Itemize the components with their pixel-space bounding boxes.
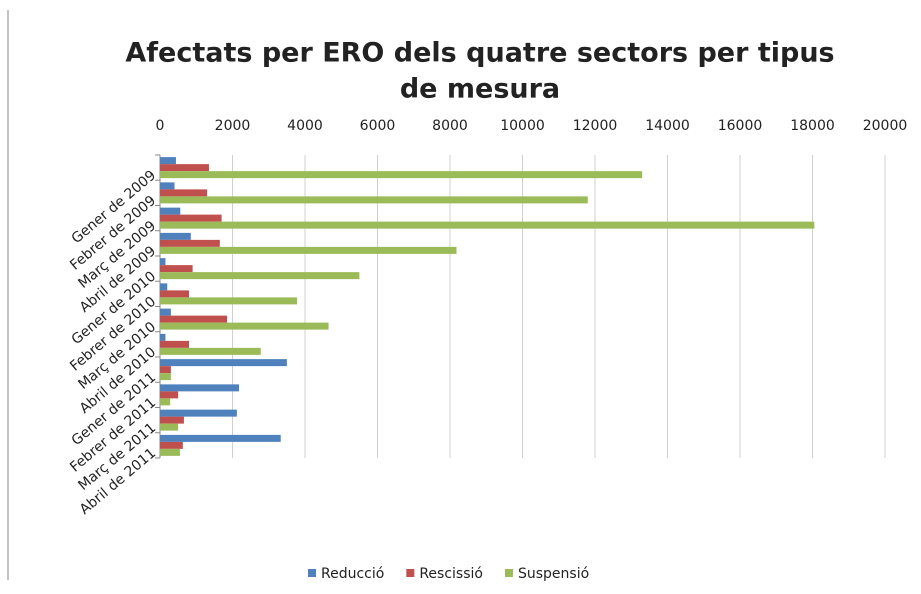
bar — [160, 441, 183, 449]
bar — [160, 272, 360, 280]
chart-title: de mesura — [400, 74, 560, 105]
bar — [160, 359, 287, 367]
bar — [160, 308, 171, 316]
bar — [160, 366, 171, 374]
bar — [160, 207, 181, 215]
x-tick-label: 18000 — [790, 118, 835, 134]
legend-swatch — [406, 569, 415, 577]
bar — [160, 189, 208, 197]
x-tick-label: 6000 — [360, 118, 396, 134]
bar — [160, 196, 588, 204]
bar — [160, 322, 329, 330]
x-tick-label: 2000 — [215, 118, 251, 134]
x-tick-label: 20000 — [863, 118, 908, 134]
bar — [160, 347, 261, 355]
legend-label: Suspensió — [518, 566, 589, 582]
bar — [160, 391, 179, 399]
bar — [160, 297, 298, 305]
bar — [160, 384, 240, 392]
legend-swatch — [308, 569, 316, 577]
legend-label: Rescissió — [419, 566, 483, 582]
legend-swatch — [504, 569, 513, 577]
bar — [160, 398, 171, 406]
bar — [160, 373, 171, 381]
x-tick-label: 8000 — [432, 118, 468, 134]
x-tick-label: 14000 — [645, 118, 690, 134]
bar — [160, 182, 175, 190]
legend-label: Reducció — [321, 566, 384, 582]
bar — [160, 416, 184, 424]
bar — [160, 283, 168, 291]
bar — [160, 448, 180, 456]
bar — [160, 258, 166, 266]
bar — [160, 171, 643, 179]
bar — [160, 157, 176, 165]
x-tick-label: 0 — [156, 118, 165, 134]
bar — [160, 409, 237, 417]
bar — [160, 290, 189, 298]
bar — [160, 423, 179, 431]
x-tick-label: 16000 — [718, 118, 763, 134]
bar — [160, 340, 189, 348]
bar — [160, 214, 222, 222]
x-tick-label: 4000 — [287, 118, 323, 134]
bar — [160, 333, 166, 341]
bar — [160, 246, 457, 254]
bar — [160, 434, 281, 442]
x-tick-label: 12000 — [573, 118, 618, 134]
bar — [160, 265, 193, 273]
bar — [160, 239, 220, 247]
chart-title: Afectats per ERO dels quatre sectors per… — [125, 38, 834, 69]
x-tick-label: 10000 — [500, 118, 545, 134]
bar — [160, 221, 815, 229]
bar — [160, 232, 191, 240]
bar — [160, 164, 209, 172]
bar — [160, 315, 228, 323]
